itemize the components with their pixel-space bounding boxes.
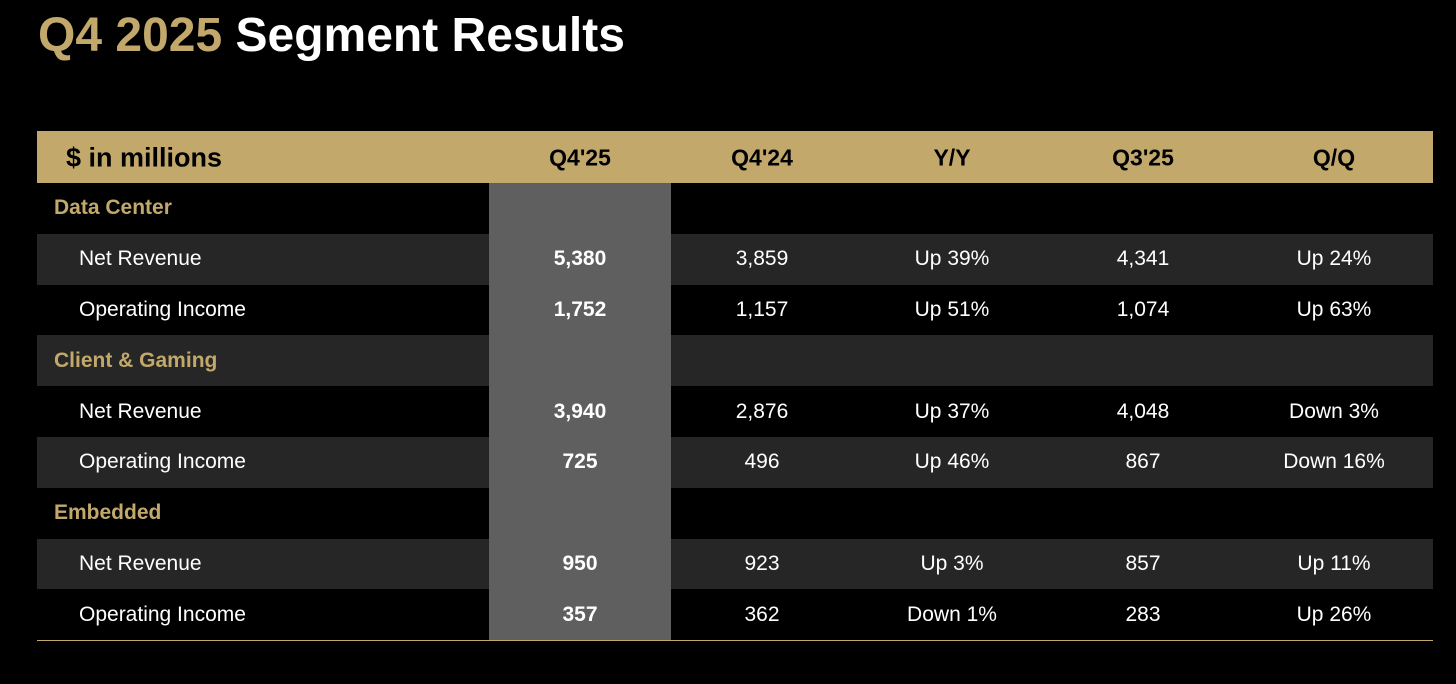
- value-cell: Up 26%: [1296, 602, 1372, 626]
- table-row: [37, 589, 1433, 641]
- value-cell: Up 24%: [1296, 247, 1372, 271]
- value-cell: Down 1%: [907, 602, 997, 626]
- table-row: [37, 233, 1433, 285]
- header-cell: Y/Y: [933, 144, 971, 171]
- value-cell: 3,859: [735, 247, 789, 271]
- row-label: Operating Income: [79, 450, 246, 474]
- value-cell: 3,940: [553, 399, 607, 423]
- value-cell: Up 51%: [914, 298, 990, 321]
- table-row: [37, 386, 1433, 437]
- table-row: [37, 183, 1433, 234]
- value-cell: 2,876: [735, 399, 789, 423]
- value-cell: 5,380: [553, 247, 607, 271]
- value-cell: Up 46%: [914, 450, 990, 474]
- header-cell: Q4'24: [731, 144, 793, 171]
- section-label: Embedded: [54, 501, 162, 525]
- value-cell: 4,341: [1116, 247, 1170, 271]
- value-cell: 950: [562, 552, 598, 575]
- value-cell: Up 63%: [1296, 298, 1372, 321]
- header-cell: Q/Q: [1312, 144, 1356, 171]
- table-row: [37, 487, 1433, 539]
- value-cell: 496: [744, 450, 780, 474]
- row-label: Net Revenue: [79, 399, 202, 423]
- value-cell: 362: [744, 602, 780, 626]
- value-cell: 1,752: [553, 298, 607, 321]
- value-cell: 867: [1125, 450, 1161, 474]
- row-label: Net Revenue: [79, 247, 202, 271]
- row-label: Net Revenue: [79, 552, 202, 575]
- value-cell: 857: [1125, 552, 1161, 575]
- table-row: [37, 437, 1433, 488]
- value-cell: 1,074: [1116, 298, 1170, 321]
- slide-title: Q4 2025 Segment Results: [38, 8, 625, 63]
- segment-table: $ in millions Q4'25 Q4'24 Y/Y Q3'25 Q/Q Data C…: [37, 131, 1433, 641]
- section-label: Client & Gaming: [54, 348, 218, 372]
- value-cell: 923: [744, 552, 780, 575]
- table-header: [37, 131, 1433, 183]
- table-bottom-rule: [37, 640, 1433, 641]
- value-cell: 357: [562, 602, 598, 626]
- section-label: Data Center: [54, 196, 172, 220]
- value-cell: Up 39%: [914, 247, 990, 271]
- row-label: Operating Income: [79, 602, 246, 626]
- highlight-column: [489, 183, 671, 640]
- row-label: Operating Income: [79, 298, 246, 321]
- title-period: Q4 2025: [38, 9, 223, 62]
- value-cell: 1,157: [735, 298, 789, 321]
- table-row: [37, 335, 1433, 387]
- value-cell: 4,048: [1116, 399, 1170, 423]
- value-cell: 725: [562, 450, 598, 474]
- table-row: [37, 284, 1433, 336]
- header-cell: $ in millions: [66, 142, 223, 173]
- title-text: Segment Results: [235, 9, 625, 62]
- value-cell: Up 3%: [920, 552, 984, 575]
- value-cell: Up 11%: [1297, 552, 1371, 575]
- value-cell: 283: [1125, 602, 1161, 626]
- value-cell: Up 37%: [914, 399, 990, 423]
- header-cell: Q4'25: [549, 144, 611, 171]
- value-cell: Down 3%: [1289, 399, 1379, 423]
- value-cell: Down 16%: [1283, 450, 1385, 474]
- table-row: [37, 538, 1433, 590]
- header-cell: Q3'25: [1112, 144, 1174, 171]
